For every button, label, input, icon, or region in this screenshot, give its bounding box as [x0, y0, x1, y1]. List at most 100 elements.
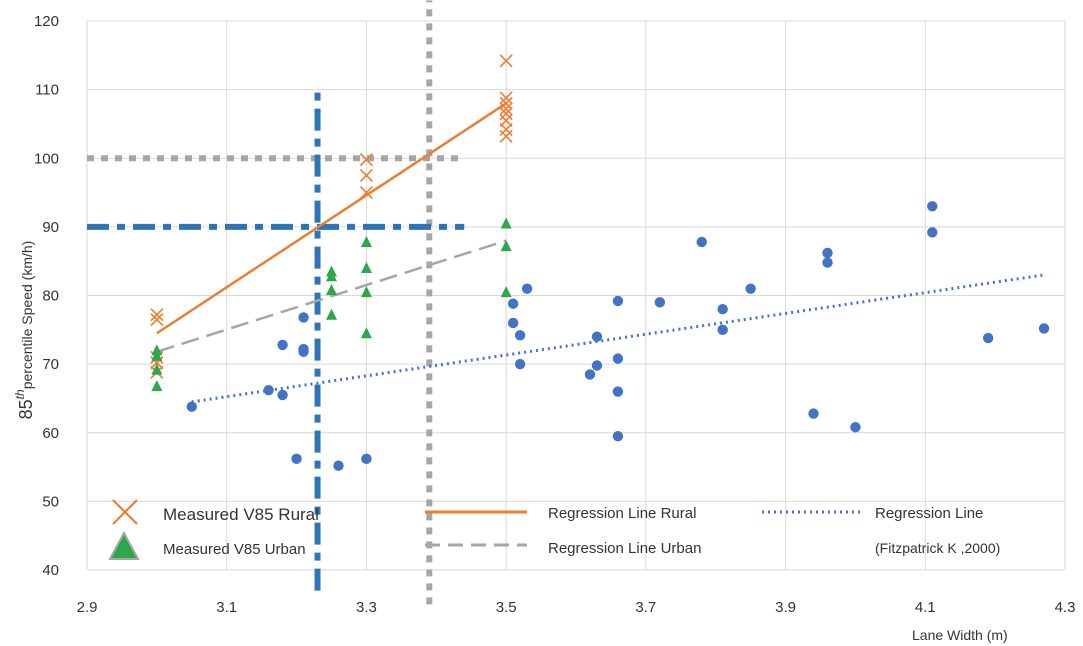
rural-point	[499, 96, 513, 110]
x-tick-label: 3.5	[496, 599, 517, 616]
rural-point	[499, 102, 513, 116]
y-axis-label-number: 85	[16, 399, 36, 419]
rural-point	[150, 312, 164, 327]
regression-lines	[156, 102, 1045, 404]
fitzpatrick-point	[591, 331, 603, 342]
legend-rural-line-label: Regression Line Rural	[548, 505, 696, 522]
y-tick-label: 70	[42, 356, 59, 373]
fitzpatrick-point	[507, 298, 519, 309]
y-tick-label: 100	[34, 150, 59, 167]
legend-rural-label: Measured V85 Rural	[163, 505, 319, 524]
fitzpatrick-point	[927, 201, 938, 212]
fitzpatrick-point	[298, 312, 309, 323]
y-tick-label: 80	[42, 288, 59, 305]
y-axis-label: 85thpercentile Speed (km/h)	[13, 241, 36, 420]
urban-point	[326, 308, 337, 320]
urban-point	[360, 327, 372, 339]
rural-point	[359, 185, 373, 200]
grid	[86, 20, 1066, 571]
x-tick-label: 4.3	[1055, 599, 1076, 616]
y-tick-label: 120	[34, 13, 59, 30]
y-tick-label: 90	[42, 219, 59, 236]
rural-point-stroke	[150, 312, 164, 327]
data-points	[150, 54, 1050, 471]
legend-fitz-line-label: Regression Line	[875, 505, 983, 522]
rural-point	[499, 91, 513, 105]
fitzpatrick-point	[291, 453, 302, 465]
x-tick-label: 3.7	[635, 599, 656, 616]
fitzpatrick-point	[277, 339, 288, 351]
fitzpatrick-point	[696, 236, 707, 248]
urban-point	[360, 235, 372, 247]
x-tick-label: 3.1	[216, 599, 237, 616]
y-axis-label-sup: th	[13, 389, 27, 399]
rural-point-stroke	[499, 54, 513, 68]
rural-point-stroke	[150, 308, 164, 322]
legend-fitz-source: (Fitzpatrick K ,2000)	[875, 540, 1000, 556]
fitzpatrick-point	[612, 295, 624, 307]
legend-urban-marker	[108, 530, 140, 560]
y-tick-label: 60	[42, 425, 59, 442]
fitzpatrick-point	[850, 422, 861, 433]
legend-urban-line-label: Regression Line Urban	[548, 540, 701, 557]
rural-point	[359, 168, 373, 182]
fitzpatrick-point	[927, 227, 938, 238]
rural-point-stroke	[499, 129, 513, 143]
fitzpatrick-point	[333, 460, 344, 471]
y-tick-label: 50	[42, 493, 59, 510]
fitzpatrick-point	[717, 324, 728, 336]
fitzpatrick-point	[822, 257, 833, 268]
urban-point	[151, 380, 163, 392]
urban-point	[326, 284, 337, 296]
x-tick-label: 3.3	[356, 599, 377, 616]
tick-labels: 2.9 3.1 3.3 3.5 3.7 3.9 4.1 4.3 40 50 60 70 80 90 100 1…	[34, 13, 1075, 616]
rural-point	[499, 54, 513, 68]
fitzpatrick-point	[507, 317, 519, 329]
fitzpatrick-point	[654, 297, 666, 308]
rural-point	[499, 122, 513, 136]
fitzpatrick-point	[514, 330, 526, 341]
urban-point	[500, 240, 512, 252]
reference-lines	[87, 0, 465, 605]
fitzpatrick-point	[361, 453, 372, 465]
fitzpatrick-point	[1038, 323, 1050, 334]
fitzpatrick-point	[277, 389, 288, 401]
urban-point	[151, 363, 163, 375]
fitzpatrick-point	[521, 283, 533, 294]
urban-point	[500, 286, 512, 298]
rural-point	[499, 129, 513, 143]
rural-point-stroke	[499, 102, 513, 116]
y-tick-label: 110	[35, 82, 59, 99]
urban-point	[360, 286, 372, 298]
x-tick-label: 2.9	[77, 599, 98, 616]
legend: Measured V85 Rural Measured V85 Urban Re…	[108, 499, 1000, 560]
legend-rural-marker	[112, 499, 138, 525]
y-axis-label-text: percentile Speed (km/h)	[19, 241, 35, 390]
fitzpatrick-point	[612, 353, 624, 364]
fitzpatrick-point	[298, 346, 309, 357]
rural-point-stroke	[359, 153, 373, 167]
fitzpatrick-point	[822, 247, 833, 259]
fitzpatrick-point	[982, 332, 994, 344]
regression-line	[156, 239, 507, 353]
x-axis-label: Lane Width (m)	[912, 627, 1008, 643]
fitzpatrick-point	[745, 283, 756, 294]
rural-point	[150, 308, 164, 322]
fitzpatrick-point	[584, 369, 596, 380]
urban-point	[326, 270, 337, 282]
rural-point-stroke	[359, 185, 373, 200]
fitzpatrick-point	[263, 385, 274, 396]
rural-point-stroke	[499, 96, 513, 110]
rural-point-stroke	[499, 107, 513, 121]
fitzpatrick-point	[612, 430, 624, 442]
y-tick-label: 40	[42, 562, 59, 579]
fitzpatrick-point	[186, 401, 197, 412]
fitzpatrick-point	[514, 358, 526, 370]
rural-point-stroke	[499, 91, 513, 105]
fitzpatrick-point	[591, 360, 603, 371]
rural-point-stroke	[359, 168, 373, 182]
urban-point	[151, 349, 163, 361]
legend-urban-label: Measured V85 Urban	[163, 541, 306, 558]
x-tick-label: 4.1	[915, 599, 936, 616]
